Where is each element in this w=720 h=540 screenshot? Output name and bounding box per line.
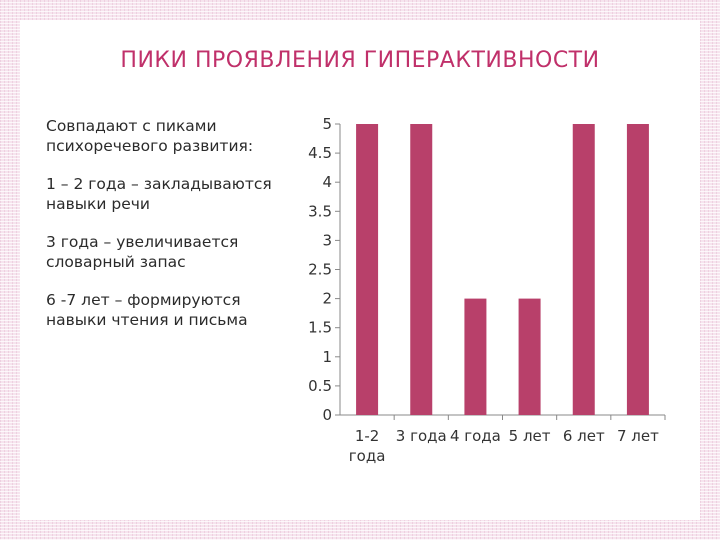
- slide-title: ПИКИ ПРОЯВЛЕНИЯ ГИПЕРАКТИВНОСТИ: [120, 48, 600, 73]
- x-tick-label: 3 года: [396, 427, 447, 445]
- y-tick-label: 0.5: [308, 377, 332, 395]
- y-tick-label: 5: [322, 115, 332, 133]
- bar: [572, 124, 595, 415]
- bar: [464, 298, 487, 415]
- bar: [518, 298, 541, 415]
- x-tick-label: 1-2 года: [349, 427, 386, 465]
- y-tick-label: 0: [322, 406, 332, 424]
- y-tick-label: 3: [322, 231, 332, 249]
- y-tick-label: 4: [322, 173, 332, 191]
- text-item-reading: 6 -7 лет – формируются навыки чтения и п…: [46, 291, 248, 329]
- text-item-vocabulary: 3 года – увеличивается словарный запас: [46, 233, 239, 271]
- y-tick-label: 2: [322, 290, 332, 308]
- bar: [410, 124, 433, 415]
- y-tick-label: 1.5: [308, 319, 332, 337]
- text-block: Совпадают с пиками психоречевого развити…: [46, 116, 291, 348]
- text-item-intro: Совпадают с пиками психоречевого развити…: [46, 117, 254, 155]
- bar: [356, 124, 379, 415]
- y-tick-label: 3.5: [308, 202, 332, 220]
- bar: [626, 124, 649, 415]
- x-tick-label: 7 лет: [617, 427, 659, 445]
- y-tick-label: 4.5: [308, 144, 332, 162]
- y-tick-label: 1: [322, 348, 332, 366]
- y-tick-label: 2.5: [308, 261, 332, 279]
- x-tick-label: 4 года: [450, 427, 501, 445]
- x-tick-label: 6 лет: [563, 427, 605, 445]
- x-tick-label: 5 лет: [509, 427, 551, 445]
- text-item-speech: 1 – 2 года – закладываются навыки речи: [46, 175, 272, 213]
